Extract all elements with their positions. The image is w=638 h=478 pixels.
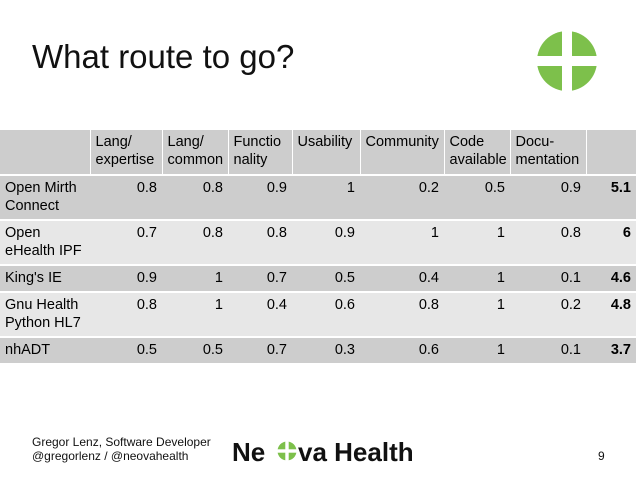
- table-row: Open eHealth IPF 0.7 0.8 0.8 0.9 1 1 0.8 …: [0, 220, 636, 266]
- value-cell: 0.7: [228, 337, 292, 365]
- value-cell: 0.8: [510, 220, 586, 266]
- value-cell: 0.1: [510, 265, 586, 293]
- table-row: King's IE 0.9 1 0.7 0.5 0.4 1 0.1 4.6: [0, 265, 636, 293]
- value-cell: 0.9: [510, 175, 586, 221]
- value-cell: 0.1: [510, 337, 586, 365]
- value-cell: 0.5: [292, 265, 360, 293]
- header-cell: Lang/common: [162, 130, 229, 176]
- value-cell: 1: [292, 175, 360, 221]
- value-cell: 0.4: [360, 265, 444, 293]
- total-cell: 3.7: [586, 337, 636, 365]
- footer-credits: Gregor Lenz, Software Developer @gregorl…: [32, 435, 211, 463]
- row-name-cell: Gnu Health Python HL7: [0, 292, 90, 338]
- neova-cross-logo-icon: [536, 30, 598, 92]
- value-cell: 0.9: [90, 265, 162, 293]
- value-cell: 0.6: [360, 337, 444, 365]
- value-cell: 0.5: [444, 175, 510, 221]
- total-cell: 4.8: [586, 292, 636, 338]
- value-cell: 1: [444, 220, 510, 266]
- value-cell: 0.8: [162, 220, 228, 266]
- value-cell: 0.7: [90, 220, 162, 266]
- footer-author: Gregor Lenz, Software Developer: [32, 435, 211, 449]
- header-cell: Community: [360, 130, 445, 176]
- value-cell: 1: [444, 265, 510, 293]
- row-name-cell: nhADT: [0, 337, 90, 365]
- page-number: 9: [598, 449, 605, 463]
- header-cell: Lang/expertise: [90, 130, 163, 176]
- value-cell: 0.2: [510, 292, 586, 338]
- value-cell: 0.5: [90, 337, 162, 365]
- total-cell: 4.6: [586, 265, 636, 293]
- header-cell: Code available: [444, 130, 511, 176]
- header-cell: Usability: [292, 130, 361, 176]
- value-cell: 1: [444, 337, 510, 365]
- value-cell: 0.7: [228, 265, 292, 293]
- neova-cross-o-icon: [277, 441, 297, 461]
- header-cell: Functio nality: [228, 130, 293, 176]
- neova-health-logo: Ne va Health: [232, 437, 412, 467]
- brand-text-start: Ne: [232, 437, 265, 467]
- value-cell: 0.9: [292, 220, 360, 266]
- row-name-cell: Open eHealth IPF: [0, 220, 90, 266]
- value-cell: 1: [162, 265, 228, 293]
- value-cell: 0.8: [228, 220, 292, 266]
- table-header-row: Lang/expertise Lang/common Functio nality…: [0, 130, 637, 176]
- table-row: Gnu Health Python HL7 0.8 1 0.4 0.6 0.8 1…: [0, 292, 636, 338]
- value-cell: 0.8: [90, 292, 162, 338]
- total-cell: 5.1: [586, 175, 636, 221]
- table-row: Open Mirth Connect 0.8 0.8 0.9 1 0.2 0.5 …: [0, 175, 636, 221]
- value-cell: 0.2: [360, 175, 444, 221]
- value-cell: 0.4: [228, 292, 292, 338]
- header-cell: [0, 130, 91, 176]
- value-cell: 1: [162, 292, 228, 338]
- value-cell: 1: [360, 220, 444, 266]
- row-name-cell: Open Mirth Connect: [0, 175, 90, 221]
- value-cell: 0.8: [90, 175, 162, 221]
- comparison-table: Lang/expertise Lang/common Functio nality…: [0, 130, 637, 365]
- total-cell: 6: [586, 220, 636, 266]
- value-cell: 1: [444, 292, 510, 338]
- header-cell: Docu-mentation: [510, 130, 587, 176]
- header-cell: [586, 130, 637, 176]
- value-cell: 0.3: [292, 337, 360, 365]
- footer-handles: @gregorlenz / @neovahealth: [32, 449, 189, 463]
- row-name-cell: King's IE: [0, 265, 90, 293]
- value-cell: 0.9: [228, 175, 292, 221]
- table-row: nhADT 0.5 0.5 0.7 0.3 0.6 1 0.1 3.7: [0, 337, 636, 365]
- slide-title: What route to go?: [32, 38, 295, 75]
- value-cell: 0.5: [162, 337, 228, 365]
- brand-text-end: va Health: [298, 437, 412, 467]
- value-cell: 0.8: [162, 175, 228, 221]
- value-cell: 0.8: [360, 292, 444, 338]
- value-cell: 0.6: [292, 292, 360, 338]
